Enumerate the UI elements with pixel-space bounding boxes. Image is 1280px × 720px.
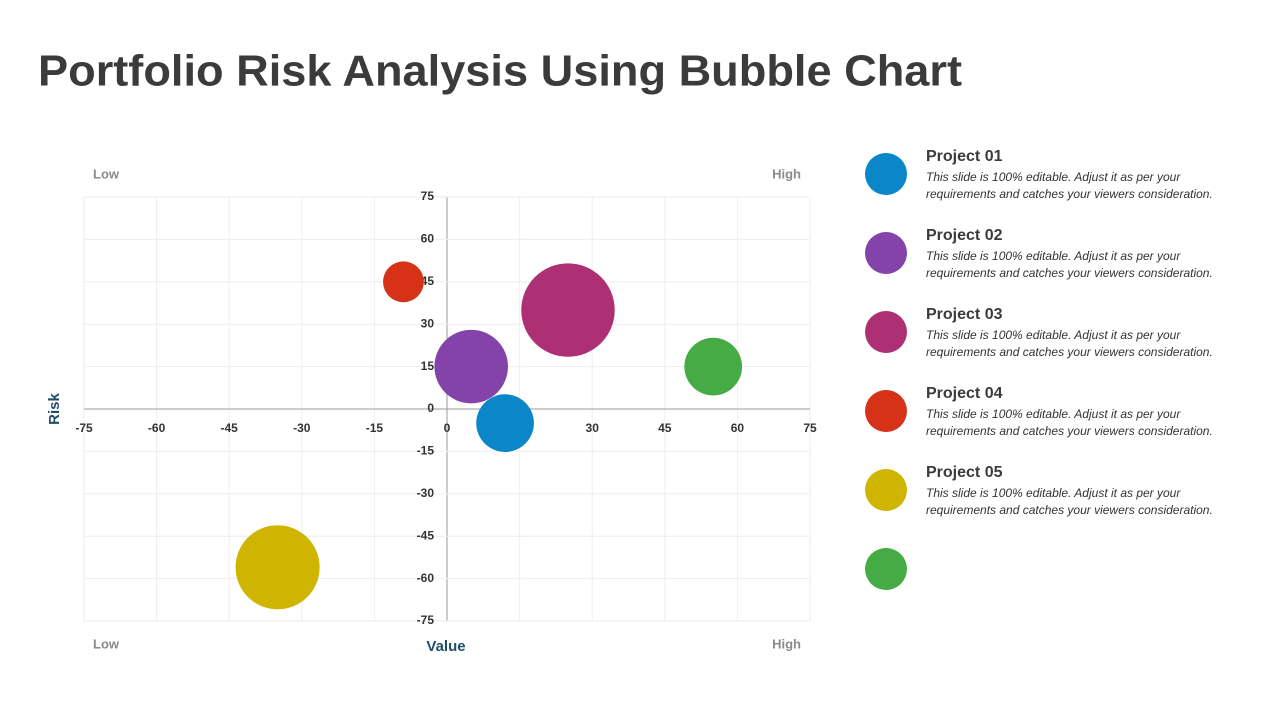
x-tick-label: 30 [586, 421, 600, 435]
x-axis-title: Value [426, 638, 465, 655]
legend-description: This slide is 100% editable. Adjust it a… [926, 407, 1181, 421]
y-tick-label: -75 [417, 613, 435, 627]
y-tick-label: 60 [421, 232, 435, 246]
bubble [383, 261, 424, 303]
x-tick-label: 75 [803, 421, 817, 435]
bubble [434, 329, 508, 404]
slide-title: Portfolio Risk Analysis Using Bubble Cha… [38, 47, 962, 96]
legend-description: requirements and catches your viewers co… [926, 345, 1213, 359]
y-tick-label: -15 [417, 444, 435, 458]
bubble [476, 394, 534, 452]
legend-swatch [865, 390, 907, 432]
y-tick-label: -30 [417, 486, 435, 500]
corner-label: Low [93, 636, 120, 651]
legend-swatch [865, 153, 907, 195]
legend: Project 01 This slide is 100% editable. A… [865, 148, 1213, 590]
y-tick-label: 30 [421, 316, 435, 330]
corner-label: High [772, 636, 801, 651]
corner-label: High [772, 166, 801, 181]
x-tick-label: -30 [293, 421, 311, 435]
legend-label: Project 04 [926, 385, 1003, 402]
legend-label: Project 02 [926, 227, 1003, 244]
y-tick-label: 45 [421, 274, 435, 288]
legend-description: requirements and catches your viewers co… [926, 187, 1213, 201]
legend-description: This slide is 100% editable. Adjust it a… [926, 249, 1181, 263]
x-tick-label: 0 [444, 421, 451, 435]
x-tick-label: 60 [731, 421, 745, 435]
y-tick-label: -60 [417, 571, 435, 585]
legend-label: Project 01 [926, 148, 1003, 165]
legend-swatch [865, 311, 907, 353]
y-tick-label: 0 [427, 401, 434, 415]
corner-label: Low [93, 166, 120, 181]
legend-description: requirements and catches your viewers co… [926, 424, 1213, 438]
legend-description: This slide is 100% editable. Adjust it a… [926, 486, 1181, 500]
legend-swatch [865, 232, 907, 274]
legend-label: Project 03 [926, 306, 1003, 323]
bubble [521, 263, 615, 357]
legend-description: This slide is 100% editable. Adjust it a… [926, 170, 1181, 184]
bubble [684, 337, 743, 396]
legend-label: Project 05 [926, 464, 1003, 481]
x-tick-label: -75 [75, 421, 93, 435]
x-tick-label: 45 [658, 421, 672, 435]
legend-description: requirements and catches your viewers co… [926, 503, 1213, 517]
legend-description: requirements and catches your viewers co… [926, 266, 1213, 280]
x-tick-label: -45 [221, 421, 239, 435]
plot-area: -75 -60 -45 -30 -15 0 15 30 45 60 75 -75 -60 -45 -30 -1… [75, 189, 817, 627]
legend-swatch [865, 548, 907, 590]
y-tick-label: 15 [421, 359, 435, 373]
x-tick-label: -60 [148, 421, 166, 435]
x-tick-label: -15 [366, 421, 384, 435]
y-tick-label: 75 [421, 189, 435, 203]
bubble [235, 525, 320, 610]
y-axis-title: Risk [46, 393, 63, 425]
y-tick-label: -45 [417, 528, 435, 542]
legend-description: This slide is 100% editable. Adjust it a… [926, 328, 1181, 342]
legend-swatch [865, 469, 907, 511]
